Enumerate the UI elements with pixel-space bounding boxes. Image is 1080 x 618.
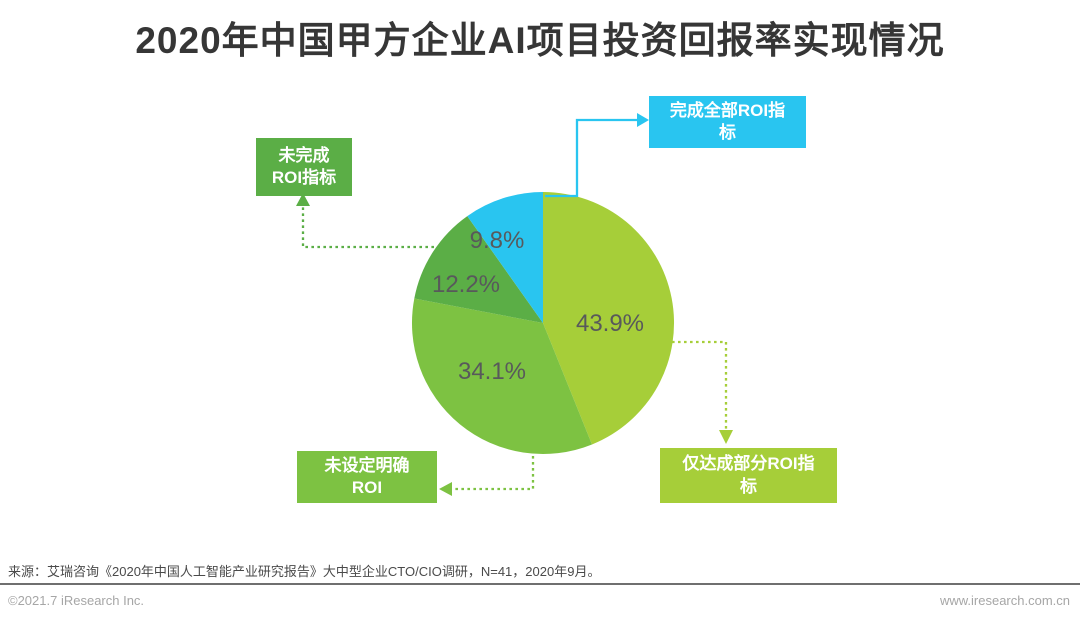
callout-partial-roi: 仅达成部分ROI指 标 bbox=[660, 448, 837, 503]
footer-copyright: ©2021.7 iResearch Inc. bbox=[8, 593, 145, 608]
callout-not-complete-roi: 未完成 ROI指标 bbox=[256, 138, 352, 196]
pie-percent-label-1: 34.1% bbox=[458, 358, 526, 385]
pie-slice-1 bbox=[411, 298, 592, 455]
connector-partial-roi-arrowhead bbox=[719, 430, 733, 444]
pie-percent-label-0: 43.9% bbox=[576, 310, 644, 337]
connector-not-complete-roi bbox=[301, 204, 440, 249]
source-note: 来源：艾瑞咨询《2020年中国人工智能产业研究报告》大中型企业CTO/CIO调研… bbox=[8, 564, 601, 579]
connector-not-complete-roi-arrowhead bbox=[296, 193, 310, 206]
connector-partial-roi bbox=[672, 340, 728, 430]
divider-line bbox=[0, 583, 1080, 585]
pie-percent-label-3: 9.8% bbox=[470, 227, 525, 254]
callout-complete-all-roi: 完成全部ROI指 标 bbox=[649, 96, 806, 148]
pie-slice-2 bbox=[414, 216, 543, 323]
callout-no-clear-roi: 未设定明确 ROI bbox=[297, 451, 437, 503]
connector-complete-all-roi bbox=[545, 118, 637, 198]
page-title: 2020年中国甲方企业AI项目投资回报率实现情况 bbox=[135, 20, 945, 61]
connector-complete-all-roi-arrowhead bbox=[637, 113, 649, 127]
footer-url: www.iresearch.com.cn bbox=[939, 593, 1070, 608]
connector-no-clear-roi bbox=[451, 456, 535, 491]
connector-no-clear-roi-arrowhead bbox=[439, 482, 452, 496]
pie-slice-3 bbox=[467, 192, 543, 323]
pie-percent-label-2: 12.2% bbox=[432, 271, 500, 298]
pie-slice-0 bbox=[543, 192, 675, 445]
